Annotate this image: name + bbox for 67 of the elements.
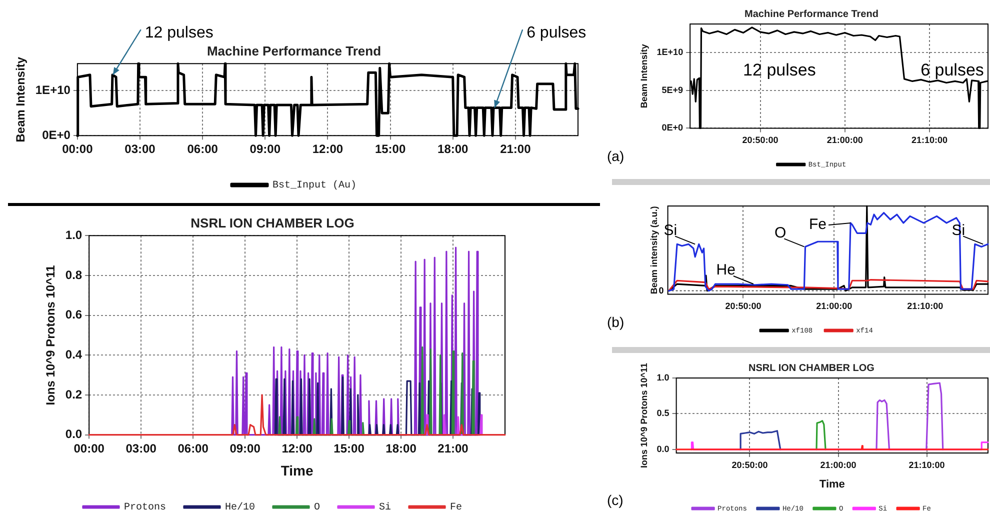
y-axis-title: Beam Intensity	[638, 44, 649, 108]
x-tick-label: 21:00	[500, 142, 532, 156]
x-tick-label: 09:00	[230, 441, 261, 456]
legend-label: Si	[379, 502, 392, 514]
y-axis-title: Beam intensity (a.u.)	[648, 206, 659, 294]
annotation: 12 pulses	[144, 24, 214, 42]
x-tick-label: 20:50:00	[725, 301, 762, 312]
chart-title: Machine Performance Trend	[206, 43, 382, 58]
x-tick-label: 21:10:00	[911, 135, 948, 146]
x-tick-label: 21:00:00	[826, 135, 863, 146]
annotation: 6 pulses	[526, 24, 586, 42]
legend-label: Protons	[124, 502, 166, 514]
y-axis-title: Ions 10^9 Protons 10^11	[44, 264, 58, 406]
x-tick-label: 21:00:00	[816, 301, 852, 312]
y-tick-label: 0.5	[656, 408, 670, 418]
x-tick-label: 00:00	[62, 142, 94, 156]
y-tick-label: 5E+9	[662, 84, 684, 95]
legend-label: O	[314, 502, 320, 514]
y-axis-title: Beam Intensity	[14, 56, 28, 142]
x-tick-label: 15:00	[334, 441, 365, 456]
annotation: He	[716, 262, 736, 279]
text: (b)	[607, 314, 624, 330]
y-tick-label: 0E+0	[662, 122, 684, 133]
x-tick-label: 20:50:00	[732, 460, 768, 470]
y-axis-title: Ions 10^9 Protons 10^11	[638, 362, 649, 468]
legend-label: He/10	[225, 502, 256, 514]
y-tick-label: 1E+10	[656, 46, 684, 57]
chart-title: NSRL ION CHAMBER LOG	[190, 215, 354, 230]
y-tick-label: 1.0	[656, 372, 670, 382]
y-tick-label: 0.0	[65, 427, 82, 442]
x-tick-label: 21:00	[438, 441, 469, 456]
chart-title: NSRL ION CHAMBER LOG	[748, 362, 875, 374]
x-tick-label: 21:00:00	[820, 460, 856, 470]
x-tick-label: 03:00	[124, 142, 156, 156]
annotation: 6 pulses	[920, 60, 984, 80]
legend-label: Fe	[450, 502, 462, 514]
x-tick-label: 06:00	[178, 441, 209, 456]
x-tick-label: 09:00	[250, 142, 281, 156]
y-tick-label: 1.0	[65, 228, 82, 242]
x-tick-label: 21:10:00	[907, 301, 944, 312]
legend-label: Bst_Input (Au)	[272, 180, 357, 192]
annotation: Fe	[809, 216, 827, 234]
text: (c)	[607, 492, 624, 508]
x-tick-label: 15:00	[374, 142, 406, 156]
annotation: O	[774, 224, 786, 242]
y-tick-label: 0.4	[65, 347, 82, 362]
x-tick-label: 06:00	[187, 142, 218, 156]
x-tick-label: 21:10:00	[908, 460, 945, 470]
x-tick-label: 18:00	[386, 441, 417, 456]
x-tick-label: 00:00	[74, 441, 105, 456]
y-tick-label: 0E+0	[42, 128, 71, 142]
y-tick-label: 0.6	[65, 308, 82, 322]
y-tick-label: 0.0	[656, 444, 670, 454]
x-tick-label: 03:00	[126, 441, 157, 456]
text: (a)	[607, 148, 624, 164]
x-axis-title: Time	[280, 462, 314, 478]
y-tick-label: 0.8	[65, 268, 82, 282]
text: 0	[658, 285, 664, 296]
chart-title: Machine Performance Trend	[744, 8, 878, 20]
x-tick-label: 12:00	[312, 142, 344, 156]
x-tick-label: 20:50:00	[742, 135, 778, 146]
annotation: 12 pulses	[743, 60, 816, 80]
x-axis-title: Time	[819, 478, 845, 490]
y-tick-label: 1E+10	[35, 82, 71, 97]
y-tick-label: 0.2	[65, 387, 82, 402]
x-tick-label: 12:00	[282, 441, 313, 456]
x-tick-label: 18:00	[438, 142, 469, 156]
